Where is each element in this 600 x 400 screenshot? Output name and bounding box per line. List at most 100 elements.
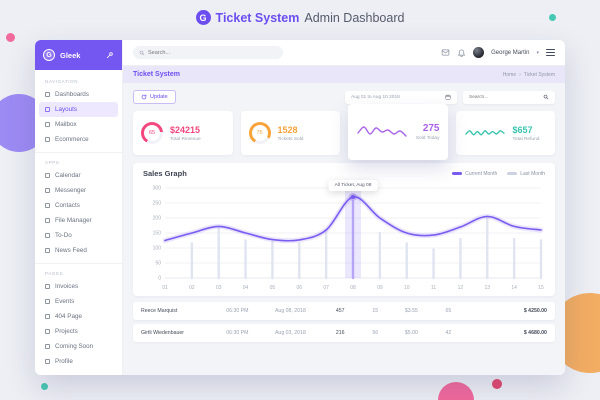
cell-time: 06:30 PM [226, 308, 249, 314]
breadcrumb-bar: Ticket System Home › Ticket System [123, 66, 565, 83]
svg-text:15: 15 [538, 285, 544, 291]
legend-last-month[interactable]: Last Month [507, 171, 545, 177]
sidebar-item-label: Ecommerce [55, 136, 89, 143]
sidebar-item-invoices[interactable]: Invoices [35, 279, 122, 294]
sidebar-item-404-page[interactable]: 404 Page [35, 309, 122, 324]
search-icon [543, 94, 549, 100]
sidebar-item-calendar[interactable]: Calendar [35, 168, 122, 183]
sidebar-item-projects[interactable]: Projects [35, 324, 122, 339]
sales-graph-card: Sales Graph Current Month Last Month [133, 163, 555, 296]
table-row[interactable]: Reece Marquist 06:30 PM Aug 08, 2018 457 15 $… [133, 302, 555, 320]
revenue-progress-ring: 65 [141, 122, 163, 144]
svg-text:13: 13 [485, 285, 491, 291]
page-heading: G Ticket System Admin Dashboard [0, 10, 600, 25]
svg-text:300: 300 [153, 186, 162, 192]
legend-current-month[interactable]: Current Month [452, 171, 497, 177]
revenue-label: Total Revenue [170, 136, 201, 142]
cell-price: $3.55 [404, 308, 418, 314]
cell-total: $ 4250.00 [523, 308, 547, 314]
sidebar-divider [35, 263, 122, 264]
sidebar: G Gleek NAVIGATION Dashboards Layouts Mailb… [35, 40, 123, 375]
svg-text:06: 06 [297, 285, 303, 291]
global-search[interactable] [133, 46, 283, 59]
notifications-icon[interactable] [457, 48, 466, 57]
dashboards-icon [45, 92, 50, 97]
sidebar-item-label: Mailbox [55, 121, 77, 128]
ecommerce-icon [45, 137, 50, 142]
svg-text:04: 04 [243, 285, 249, 291]
cell-qty: 457 [335, 308, 345, 314]
breadcrumb-home-link[interactable]: Home [502, 71, 517, 78]
sidebar-item-label: Messenger [55, 187, 87, 194]
sidebar-item-layouts[interactable]: Layouts [39, 102, 118, 117]
stat-card-total-revenue: 65 $24215 Total Revenue [133, 111, 233, 155]
svg-text:02: 02 [189, 285, 195, 291]
breadcrumb-current: Ticket System [523, 71, 555, 78]
chart-legend: Current Month Last Month [452, 171, 545, 177]
breadcrumb-page-title: Ticket System [133, 71, 180, 78]
sidebar-item-label: Coming Soon [55, 343, 94, 350]
cell-time: 06:30 PM [226, 330, 249, 336]
decorative-dot-teal [549, 14, 556, 21]
sidebar-item-messenger[interactable]: Messenger [35, 183, 122, 198]
content-area: Update [123, 83, 565, 375]
sidebar-item-label: Dashboards [55, 91, 89, 98]
sidebar-item-contacts[interactable]: Contacts [35, 198, 122, 213]
chart-canvas: 0 50 100 150 200 250 300 01 02 03 04 05 06 07 08 09 10 11… [153, 186, 544, 292]
date-range-input[interactable] [351, 94, 441, 100]
date-range-field[interactable] [345, 90, 457, 104]
mail-icon[interactable] [441, 48, 450, 57]
todo-icon [45, 233, 50, 238]
sidebar-item-ecommerce[interactable]: Ecommerce [35, 132, 122, 147]
global-search-input[interactable] [148, 49, 277, 56]
sidebar-item-coming-soon[interactable]: Coming Soon [35, 339, 122, 354]
decorative-dot-pink [6, 33, 15, 42]
user-avatar[interactable] [473, 47, 485, 58]
cell-sold: 42 [445, 330, 452, 336]
table-row[interactable]: Girtli Wiedenbauer 06:30 PM Aug 03, 2018 21… [133, 324, 555, 342]
sidebar-item-file-manager[interactable]: File Manager [35, 213, 122, 228]
news-feed-icon [45, 248, 50, 253]
sidebar-item-label: Projects [55, 328, 78, 335]
table-search-field[interactable] [463, 90, 555, 104]
svg-text:09: 09 [377, 285, 383, 291]
sidebar-item-events[interactable]: Events [35, 294, 122, 309]
pin-icon[interactable] [106, 51, 114, 59]
chart-tooltip: All Ticket, Aug 08 [328, 180, 378, 191]
sidebar-item-mailbox[interactable]: Mailbox [35, 117, 122, 132]
toolbar: Update [133, 90, 555, 104]
sidebar-item-to-do[interactable]: To-Do [35, 228, 122, 243]
stat-cards-row: 65 $24215 Total Revenue 75 1528 Tickets … [133, 104, 555, 160]
svg-text:01: 01 [162, 285, 168, 291]
sales-graph-header: Sales Graph Current Month Last Month [143, 169, 545, 178]
user-name[interactable]: George Martin [491, 49, 530, 56]
contacts-icon [45, 203, 50, 208]
sidebar-item-label: 404 Page [55, 313, 82, 320]
breadcrumb: Home › Ticket System [503, 72, 555, 78]
sidebar-divider [35, 152, 122, 153]
svg-text:10: 10 [404, 285, 410, 291]
cell-count: 15 [372, 308, 379, 314]
sidebar-section-label: APPS [45, 160, 60, 165]
cell-date: Aug 08, 2018 [274, 308, 306, 314]
svg-text:05: 05 [270, 285, 276, 291]
svg-text:12: 12 [458, 285, 464, 291]
legend-swatch-current [452, 172, 463, 175]
sold-today-sparkline [357, 126, 407, 137]
sidebar-item-profile[interactable]: Profile [35, 354, 122, 369]
sidebar-item-label: Events [55, 298, 75, 305]
svg-text:50: 50 [155, 261, 161, 267]
table-search-input[interactable] [469, 94, 539, 100]
dashboard-window: G Gleek NAVIGATION Dashboards Layouts Mailb… [35, 40, 565, 375]
update-button[interactable]: Update [133, 90, 176, 104]
menu-toggle-icon[interactable] [546, 48, 555, 58]
gleek-logo-icon: G [43, 49, 55, 61]
sidebar-item-dashboards[interactable]: Dashboards [35, 87, 122, 102]
tickets-value: 1528 [277, 124, 298, 135]
sidebar-item-news-feed[interactable]: News Feed [35, 243, 122, 258]
svg-text:11: 11 [431, 285, 436, 291]
revenue-value: $24215 [170, 124, 201, 135]
refresh-icon [141, 94, 147, 100]
svg-text:03: 03 [216, 285, 222, 291]
